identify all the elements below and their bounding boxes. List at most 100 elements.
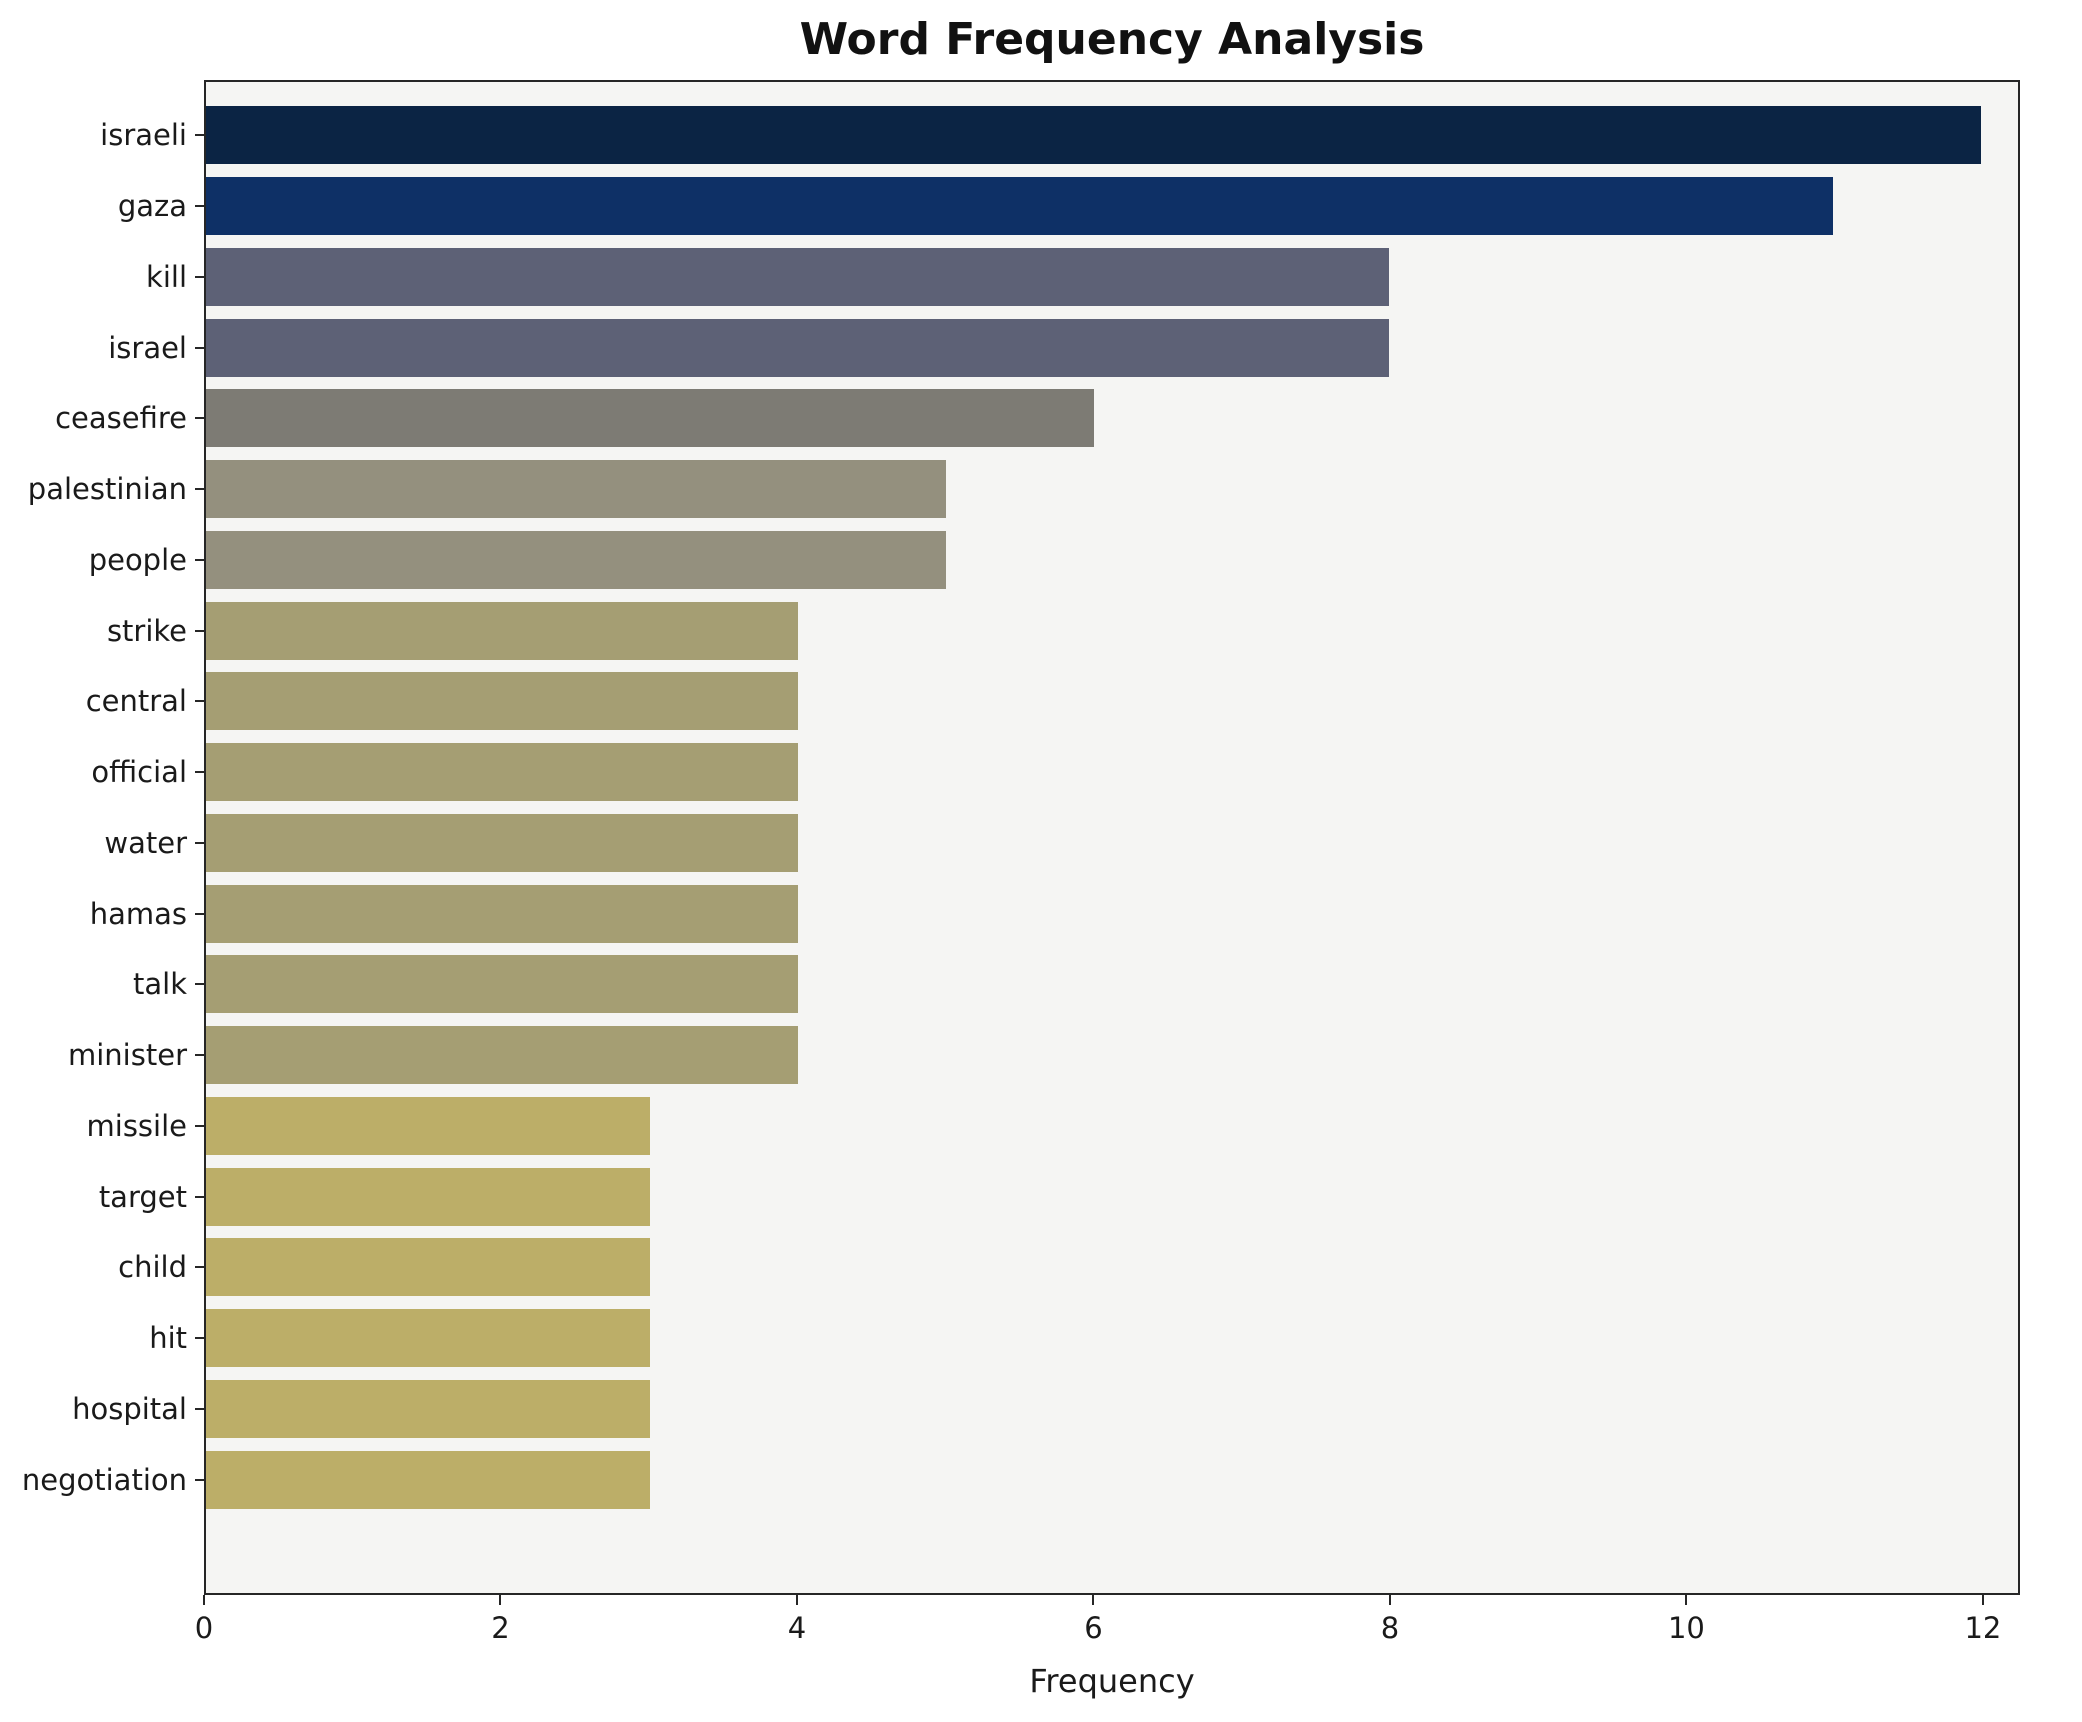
bar [206,884,798,943]
ylabel-row: minister [0,1020,204,1091]
ylabel-row: official [0,737,204,808]
bar-row [206,100,2018,171]
chart-title: Word Frequency Analysis [799,14,1425,65]
ylabel-row: target [0,1161,204,1232]
x-tick-label: 6 [1084,1611,1103,1645]
bar-row [206,595,2018,666]
y-tick-mark [195,205,204,208]
category-label: palestinian [27,472,187,507]
x-tick-mark [1388,1595,1391,1605]
bar [206,1026,798,1085]
ylabel-row: water [0,808,204,879]
x-tick-mark [795,1595,798,1605]
category-label: negotiation [21,1462,187,1497]
ylabel-row: kill [0,242,204,313]
category-label: hamas [89,896,187,931]
y-tick-mark [195,488,204,491]
ylabel-row: people [0,525,204,596]
y-tick-mark [195,983,204,986]
x-tick-mark [1092,1595,1095,1605]
bar [206,530,946,589]
bar [206,389,1094,448]
y-tick-mark [195,134,204,137]
category-label: strike [106,613,187,648]
bar [206,955,798,1014]
y-tick-mark [195,1407,204,1410]
ylabel-row: child [0,1232,204,1303]
category-label: gaza [117,189,187,224]
ylabel-row: hospital [0,1374,204,1445]
bar [206,672,798,731]
ylabel-row: palestinian [0,454,204,525]
y-tick-mark [195,841,204,844]
category-label: official [91,755,187,790]
bar-row [206,1091,2018,1162]
category-label: minister [68,1038,187,1073]
y-tick-mark [195,1054,204,1057]
bar-row [206,1303,2018,1374]
bar-row [206,383,2018,454]
ylabel-row: hamas [0,878,204,949]
category-label: hospital [72,1391,187,1426]
category-label: child [118,1250,187,1285]
x-tick-label: 8 [1380,1611,1400,1645]
bar [206,1167,650,1226]
bar [206,318,1390,377]
bar-row [206,454,2018,525]
bar-row [206,242,2018,313]
bar [206,106,1982,165]
y-axis-labels: israeli gaza kill israel ceasefire palestinia… [0,82,204,1593]
category-label: ceasefire [55,401,187,436]
category-label: israeli [100,118,187,153]
category-label: hit [149,1321,187,1356]
ylabel-row: israel [0,312,204,383]
bar-row [206,808,2018,879]
ylabel-row: ceasefire [0,383,204,454]
bar-row [206,737,2018,808]
bar-row [206,312,2018,383]
bar [206,247,1390,306]
y-tick-mark [195,629,204,632]
bar-row [206,666,2018,737]
bar [206,601,798,660]
y-tick-mark [195,771,204,774]
bar [206,813,798,872]
bar [206,743,798,802]
y-tick-mark [195,417,204,420]
bar-row [206,878,2018,949]
x-tick-label: 4 [787,1611,807,1645]
y-tick-mark [195,1337,204,1340]
x-tick-label: 10 [1667,1611,1705,1645]
category-label: people [88,542,187,577]
x-axis-ticks: 0 2 4 6 8 10 12 [195,1595,2020,1675]
ylabel-row: gaza [0,171,204,242]
x-tick-label: 0 [194,1611,214,1645]
category-label: talk [133,967,187,1002]
ylabel-row: central [0,666,204,737]
y-tick-mark [195,346,204,349]
bar-row [206,949,2018,1020]
bar [206,177,1834,236]
ylabel-row: hit [0,1303,204,1374]
x-tick-label: 12 [1964,1611,2002,1645]
bar [206,1379,650,1438]
x-axis-label: Frequency [1029,1662,1195,1700]
ylabel-row: talk [0,949,204,1020]
y-tick-mark [195,1195,204,1198]
category-label: kill [146,259,187,294]
category-label: water [104,825,187,860]
bar [206,1096,650,1155]
y-tick-mark [195,275,204,278]
y-tick-mark [195,1124,204,1127]
ylabel-row: negotiation [0,1444,204,1515]
bar-row [206,1161,2018,1232]
ylabel-row: israeli [0,100,204,171]
bar-row [206,1444,2018,1515]
y-tick-mark [195,912,204,915]
bar-row [206,1020,2018,1091]
bars-area [206,82,2018,1593]
category-label: israel [108,330,187,365]
y-tick-mark [195,700,204,703]
bar [206,1450,650,1509]
bar [206,460,946,519]
